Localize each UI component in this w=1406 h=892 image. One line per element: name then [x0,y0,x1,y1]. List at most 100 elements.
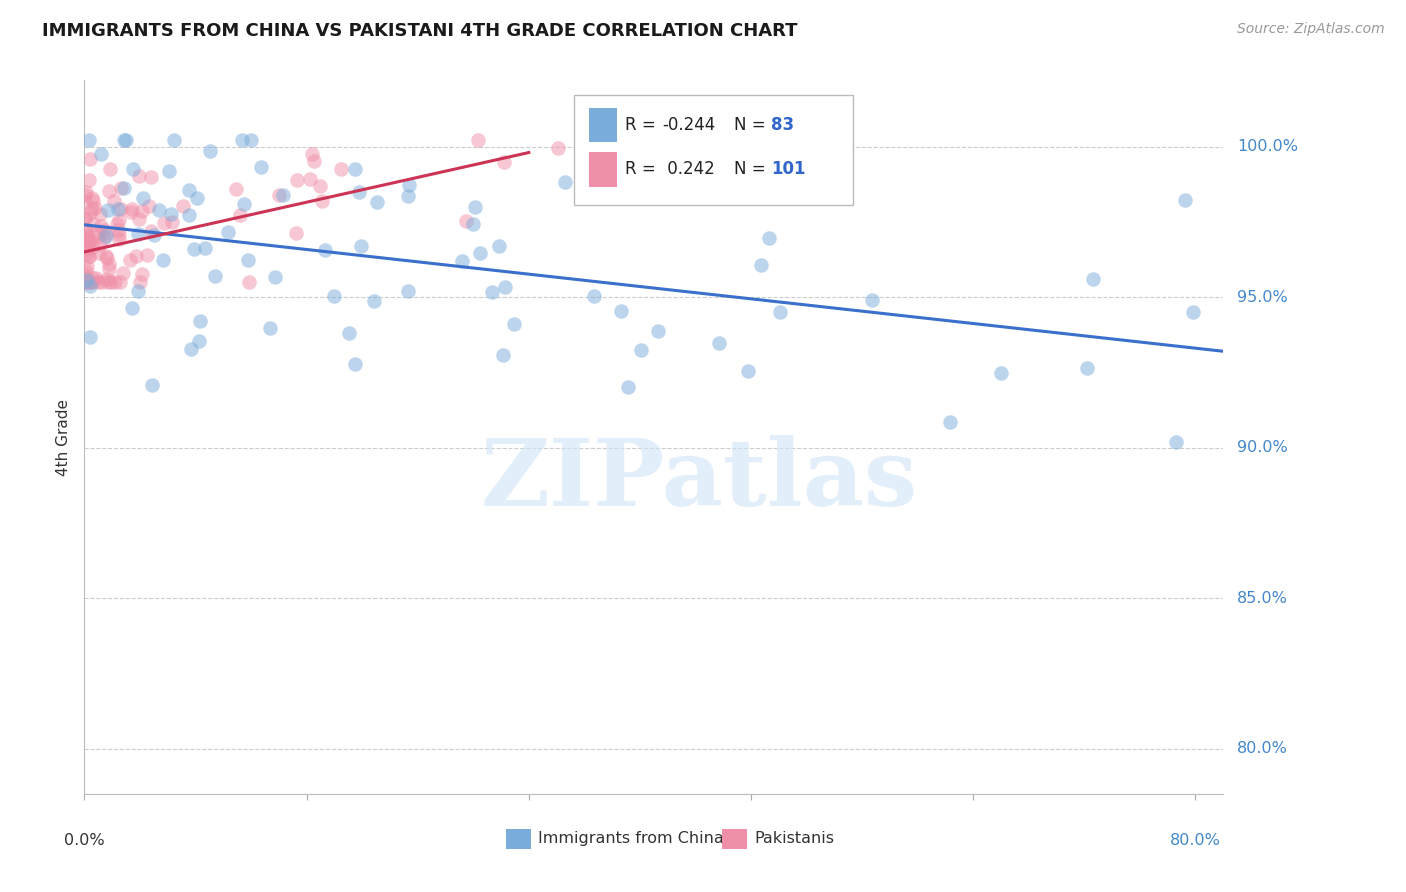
Point [75,243,97,257]
Point [187,334,209,349]
Point [73,194,96,209]
Point [467,134,489,148]
Point [77,275,100,289]
Point [108,275,131,289]
Text: 85.0%: 85.0% [1237,591,1288,606]
Point [82,191,104,205]
Point [107,223,129,237]
Point [83,201,105,215]
Point [1174,193,1197,207]
Point [302,153,325,168]
Point [737,364,759,378]
Point [104,275,127,289]
Point [179,183,201,197]
Point [73,275,96,289]
Point [186,191,208,205]
Point [120,253,142,268]
Point [121,161,143,176]
Point [464,200,486,214]
Point [939,415,962,429]
Point [73,211,96,225]
Text: 95.0%: 95.0% [1237,290,1288,304]
Point [79,235,101,250]
Point [159,207,181,221]
Point [160,215,183,229]
Point [75,275,97,289]
Text: 80.0%: 80.0% [1170,833,1220,847]
Point [112,181,135,195]
Point [554,175,576,189]
Point [108,213,131,227]
Text: 100.0%: 100.0% [1237,139,1298,154]
Point [121,202,143,217]
Point [240,134,263,148]
Point [350,239,373,253]
Point [583,289,606,303]
Y-axis label: 4th Grade: 4th Grade [56,399,72,475]
Point [90,219,112,234]
Point [157,163,180,178]
Point [82,240,104,254]
Point [79,275,101,289]
Point [271,188,294,202]
Point [79,250,101,264]
Point [610,303,633,318]
Point [311,194,333,208]
Point [285,172,308,186]
Point [108,232,131,246]
Text: 83: 83 [770,116,794,134]
Point [264,269,287,284]
Point [75,222,97,236]
Point [152,253,174,268]
Point [343,358,366,372]
Point [1076,360,1098,375]
Point [73,188,96,202]
Point [138,198,160,212]
Point [322,289,344,303]
Point [79,153,101,167]
Point [127,227,149,242]
Point [89,207,111,221]
Point [860,293,883,307]
Point [105,218,128,232]
Point [709,336,731,351]
Text: N =: N = [734,161,770,178]
Point [481,285,503,299]
Text: 90.0%: 90.0% [1237,440,1288,455]
Point [96,226,118,240]
Point [139,169,162,184]
Point [1164,434,1187,449]
Point [115,134,138,148]
Point [217,226,239,240]
Point [96,272,118,286]
Point [238,275,260,289]
Text: Immigrants from China: Immigrants from China [537,831,723,847]
Point [229,208,252,222]
Point [89,237,111,252]
Point [309,179,332,194]
Point [198,145,221,159]
Point [769,304,792,318]
Point [492,348,515,362]
Point [463,217,485,231]
Point [75,211,97,226]
Text: IMMIGRANTS FROM CHINA VS PAKISTANI 4TH GRADE CORRELATION CHART: IMMIGRANTS FROM CHINA VS PAKISTANI 4TH G… [42,22,797,40]
Point [90,147,112,161]
Point [87,227,110,242]
Point [131,204,153,219]
Point [398,178,420,193]
Point [492,155,515,169]
Point [94,249,117,263]
Point [468,246,491,260]
Point [547,140,569,154]
Point [97,275,120,289]
Point [75,264,97,278]
Point [1182,304,1205,318]
Point [231,134,253,148]
Point [135,248,157,262]
Point [77,230,100,244]
Point [299,172,322,186]
Point [141,378,163,392]
Point [76,234,98,248]
Point [79,330,101,344]
